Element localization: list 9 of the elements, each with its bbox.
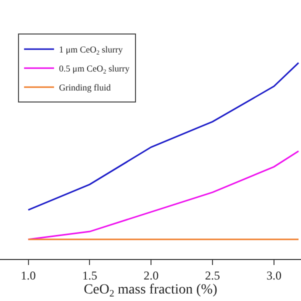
x-tick-label: 2.5 — [205, 268, 220, 282]
x-tick-label: 3.0 — [266, 268, 282, 282]
legend-label: Grinding fluid — [59, 82, 112, 93]
x-tick-label: 1.5 — [82, 268, 98, 282]
x-tick-label: 1.0 — [20, 268, 36, 282]
legend-label: 1 μm CeO$_{2}$ slurry — [59, 44, 124, 57]
x-axis-title: CeO$_{2}$ mass fraction (%) — [84, 282, 218, 300]
x-tick-label: 2.0 — [144, 268, 159, 282]
legend-label: 0.5 μm CeO$_{2}$ slurry — [59, 64, 130, 76]
